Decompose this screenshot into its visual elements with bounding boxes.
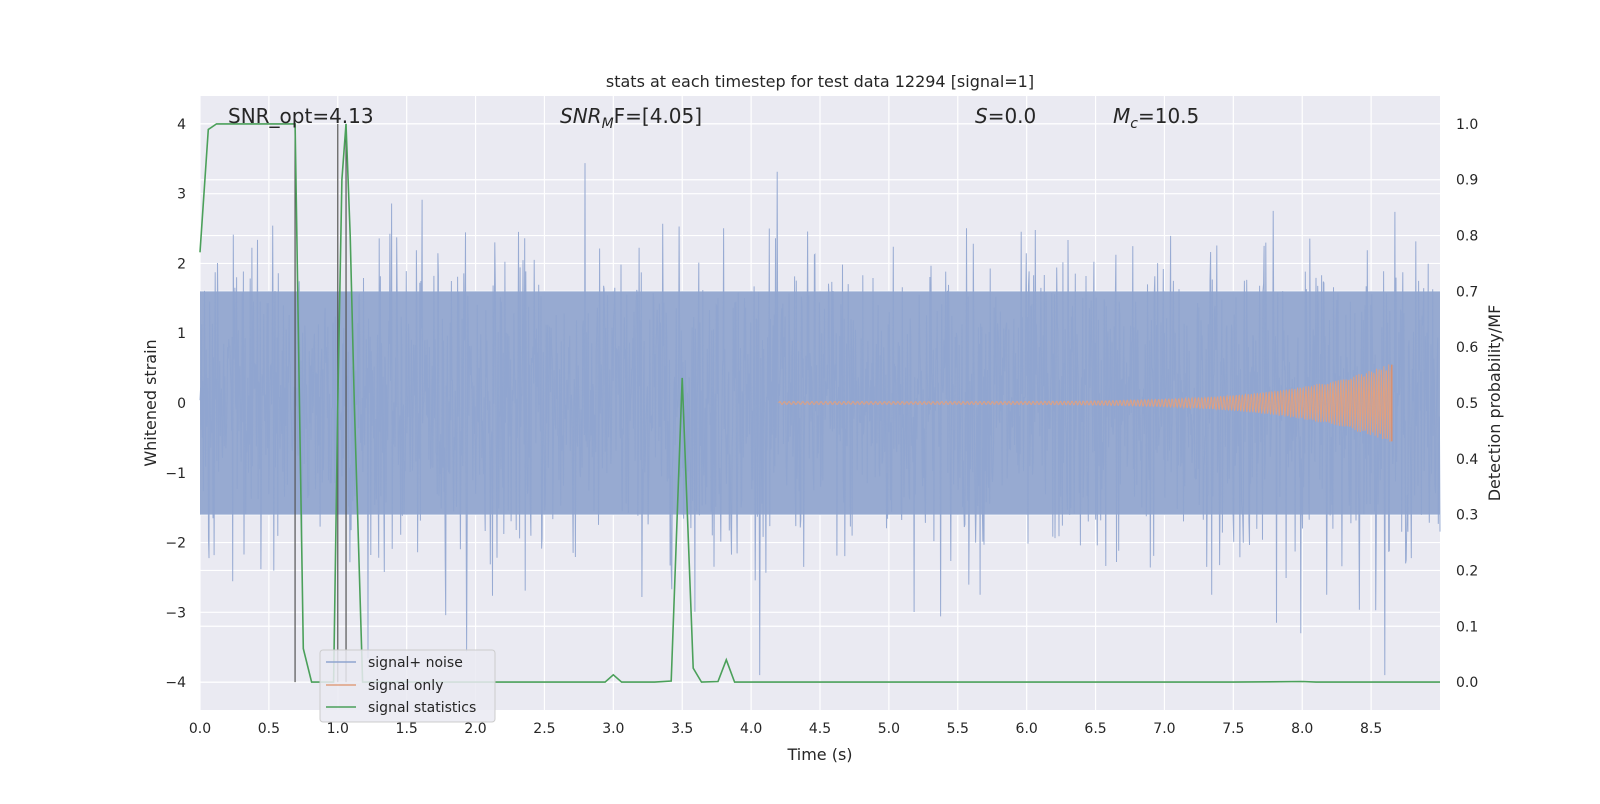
legend-label-noise: signal+ noise	[368, 655, 463, 671]
chirp-line	[778, 364, 1393, 442]
annotation-mc-symbol: M	[1113, 104, 1130, 128]
x-tick-9: 4.5	[809, 721, 831, 737]
y2-tick-labels: 0.0 0.1 0.2 0.3 0.4 0.5 0.6 0.7 0.8 0.9 1.0	[1456, 117, 1478, 691]
x-tick-13: 6.5	[1084, 721, 1106, 737]
y2-tick-8: 0.8	[1456, 229, 1478, 245]
x-tick-10: 5.0	[878, 721, 900, 737]
y-tick-8: 4	[177, 117, 186, 133]
annotation-s-symbol: S	[975, 104, 988, 128]
y2-tick-1: 0.1	[1456, 619, 1478, 635]
noise-line	[199, 163, 1441, 676]
x-tick-8: 4.0	[740, 721, 762, 737]
y-tick-7: 3	[177, 187, 186, 203]
y2-tick-6: 0.6	[1456, 340, 1478, 356]
legend: signal+ noise signal only signal statist…	[319, 649, 496, 723]
chart-title: stats at each timestep for test data 122…	[606, 72, 1034, 91]
legend-label-stats: signal statistics	[368, 700, 476, 716]
y-tick-0: −4	[165, 675, 186, 691]
y2-axis-label: Detection probability/MF	[1485, 305, 1504, 502]
x-tick-2: 1.0	[327, 721, 349, 737]
x-axis-label: Time (s)	[786, 745, 852, 764]
y-tick-labels: −4 −3 −2 −1 0 1 2 3 4	[165, 117, 186, 691]
x-tick-15: 7.5	[1222, 721, 1244, 737]
y2-tick-0: 0.0	[1456, 675, 1478, 691]
x-tick-16: 8.0	[1291, 721, 1313, 737]
y-tick-2: −2	[165, 536, 186, 552]
x-tick-1: 0.5	[258, 721, 280, 737]
x-tick-4: 2.0	[464, 721, 486, 737]
y-tick-6: 2	[177, 256, 186, 272]
y2-tick-3: 0.3	[1456, 508, 1478, 524]
annotation-snr-mf: SNRMF=[4.05]	[560, 104, 702, 132]
annotation-snr-mf-symbol: SNR	[560, 104, 602, 128]
x-tick-7: 3.5	[671, 721, 693, 737]
x-tick-labels: 0.0 0.5 1.0 1.5 2.0 2.5 3.0 3.5 4.0 4.5 5.0 5.5 6.0 6…	[189, 721, 1382, 737]
annotation-mc-value: =10.5	[1138, 104, 1199, 128]
x-tick-3: 1.5	[396, 721, 418, 737]
legend-box	[319, 649, 496, 723]
x-tick-6: 3.0	[602, 721, 624, 737]
y-tick-4: 0	[177, 396, 186, 412]
y-tick-5: 1	[177, 326, 186, 342]
y-axis-label: Whitened strain	[141, 339, 160, 466]
annotation-s: S=0.0	[975, 104, 1036, 128]
y2-tick-7: 0.7	[1456, 284, 1478, 300]
legend-label-signal: signal only	[368, 678, 443, 694]
x-tick-0: 0.0	[189, 721, 211, 737]
annotation-mc: Mc=10.5	[1113, 104, 1199, 132]
annotation-snr-opt: SNR_opt=4.13	[228, 104, 374, 128]
annotation-snr-mf-subscript: M	[602, 116, 614, 132]
x-tick-5: 2.5	[533, 721, 555, 737]
y2-tick-4: 0.4	[1456, 452, 1478, 468]
annotation-mc-subscript: c	[1130, 116, 1138, 132]
x-tick-12: 6.0	[1016, 721, 1038, 737]
x-tick-11: 5.5	[947, 721, 969, 737]
x-tick-14: 7.0	[1153, 721, 1175, 737]
y2-tick-5: 0.5	[1456, 396, 1478, 412]
y2-tick-10: 1.0	[1456, 117, 1478, 133]
annotation-snr-mf-value: F=[4.05]	[614, 104, 702, 128]
y2-tick-9: 0.9	[1456, 173, 1478, 189]
signal-only-series	[778, 364, 1393, 442]
y-tick-1: −3	[165, 605, 186, 621]
annotation-s-value: =0.0	[988, 104, 1037, 128]
y-tick-3: −1	[165, 466, 186, 482]
y2-tick-2: 0.2	[1456, 563, 1478, 579]
x-tick-17: 8.5	[1360, 721, 1382, 737]
